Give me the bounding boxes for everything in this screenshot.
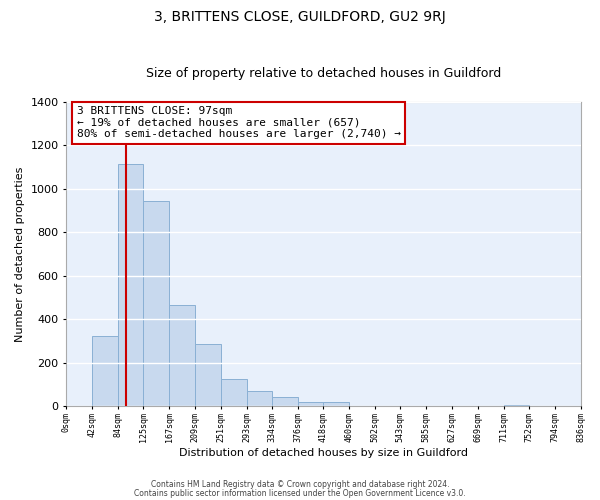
Bar	[92, 336, 118, 406]
Bar	[221, 379, 247, 406]
Text: Contains HM Land Registry data © Crown copyright and database right 2024.: Contains HM Land Registry data © Crown c…	[151, 480, 449, 489]
Text: 3 BRITTENS CLOSE: 97sqm
← 19% of detached houses are smaller (657)
80% of semi-d: 3 BRITTENS CLOSE: 97sqm ← 19% of detache…	[77, 106, 401, 140]
Title: Size of property relative to detached houses in Guildford: Size of property relative to detached ho…	[146, 66, 501, 80]
Bar	[169, 305, 195, 406]
Bar	[272, 396, 298, 406]
Bar	[143, 200, 169, 406]
Bar	[323, 402, 349, 406]
Bar	[298, 402, 323, 406]
X-axis label: Distribution of detached houses by size in Guildford: Distribution of detached houses by size …	[179, 448, 468, 458]
Bar	[195, 344, 221, 406]
Text: Contains public sector information licensed under the Open Government Licence v3: Contains public sector information licen…	[134, 488, 466, 498]
Y-axis label: Number of detached properties: Number of detached properties	[15, 166, 25, 342]
Bar	[118, 164, 143, 406]
Text: 3, BRITTENS CLOSE, GUILDFORD, GU2 9RJ: 3, BRITTENS CLOSE, GUILDFORD, GU2 9RJ	[154, 10, 446, 24]
Bar	[247, 391, 272, 406]
